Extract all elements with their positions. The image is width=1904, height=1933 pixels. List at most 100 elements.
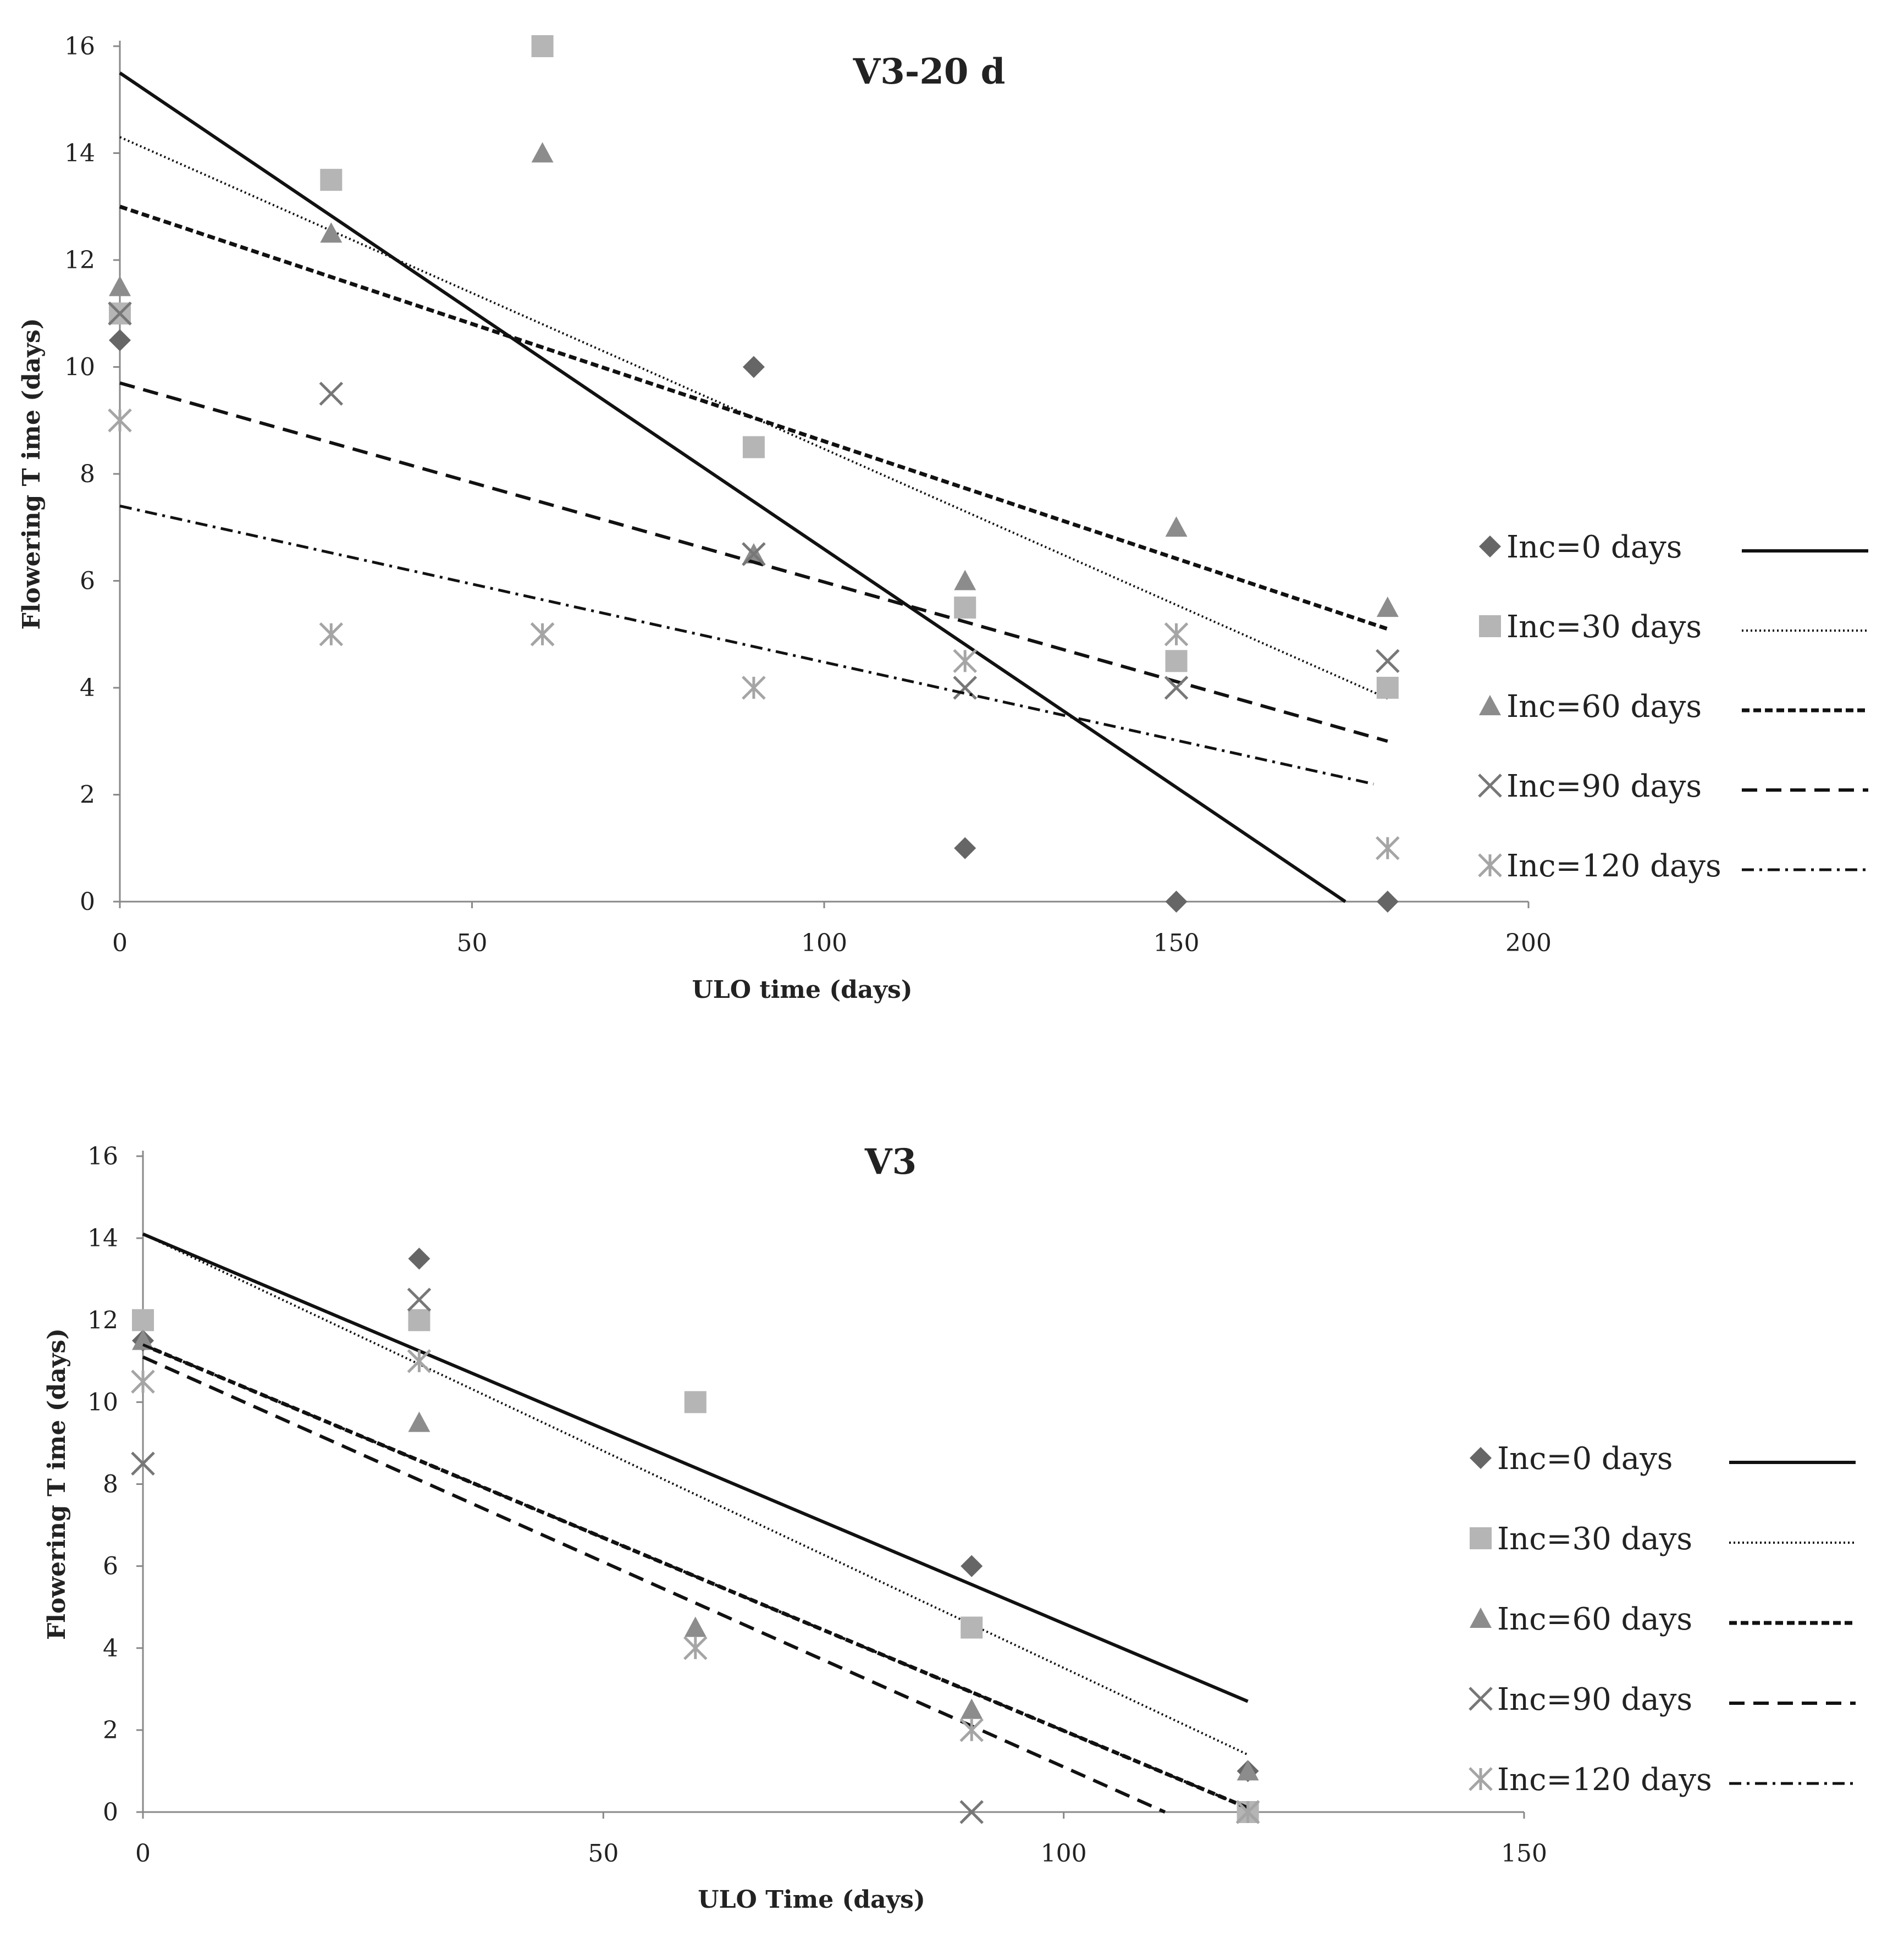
- legend-marker: [1478, 774, 1502, 798]
- data-point: [742, 436, 765, 459]
- data-point: [684, 1391, 707, 1413]
- data-point: [1164, 622, 1189, 647]
- y-tick-label: 14: [87, 1224, 118, 1252]
- legend-label: Inc=120 days: [1506, 848, 1721, 884]
- x-tick-label: 50: [588, 1840, 619, 1868]
- y-tick-label: 4: [80, 674, 95, 702]
- data-point: [531, 142, 554, 163]
- legend-marker: [1469, 1767, 1493, 1791]
- x-tick-label: 50: [457, 929, 488, 957]
- y-tick-label: 8: [103, 1471, 118, 1499]
- y-axis-label: Flowering T ime (days): [18, 318, 46, 629]
- data-point: [407, 1349, 432, 1373]
- x-tick-label: 150: [1501, 1840, 1547, 1868]
- chart-panel-2: 0 2 4 6 8 10 12 14 16 0 50 100 150 V3 ULO Time (days) F…: [43, 1141, 1856, 1914]
- data-point: [319, 622, 344, 647]
- y-tick-label: 6: [103, 1553, 118, 1581]
- series-2: [109, 35, 1399, 700]
- data-point: [320, 222, 343, 243]
- x-tick-label: 0: [135, 1840, 151, 1868]
- legend-marker: [1479, 695, 1501, 715]
- data-point: [742, 356, 765, 378]
- x-tick-label: 100: [801, 929, 847, 957]
- y-tick-label: 2: [103, 1716, 118, 1744]
- legend-label: Inc=120 days: [1497, 1762, 1712, 1798]
- data-point: [959, 1800, 984, 1824]
- data-point: [530, 622, 555, 647]
- y-tick-label: 0: [103, 1798, 118, 1826]
- data-point: [109, 275, 131, 296]
- y-tick-label: 12: [64, 246, 95, 274]
- data-point: [1235, 1800, 1260, 1824]
- trend-line: [142, 1355, 1166, 1814]
- data-point: [953, 676, 977, 700]
- y-tick-label: 10: [64, 354, 95, 382]
- y-axis-label: Flowering T ime (days): [43, 1328, 71, 1640]
- legend-marker: [1470, 1608, 1492, 1628]
- chart-panel-1: 0 2 4 6 8 10 12 14 16 0 50 100 150 200 V3-20 d ULO time…: [18, 32, 1868, 1004]
- data-point: [1376, 597, 1399, 617]
- series-1: [109, 71, 1399, 913]
- trend-line: [119, 381, 1388, 743]
- y-tick-label: 4: [103, 1634, 118, 1663]
- legend-marker: [1479, 535, 1501, 557]
- data-point: [319, 382, 344, 406]
- data-point: [408, 1411, 431, 1432]
- series-3: [109, 142, 1399, 631]
- x-tick-label: 200: [1505, 929, 1552, 957]
- data-point: [954, 837, 976, 859]
- y-tick-label: 6: [80, 567, 95, 595]
- data-point: [408, 1247, 431, 1270]
- x-tick-label: 100: [1041, 1840, 1087, 1868]
- series-5: [108, 408, 1400, 860]
- legend-label: Inc=0 days: [1506, 529, 1682, 565]
- data-point: [742, 676, 766, 700]
- legend-label: Inc=90 days: [1506, 769, 1702, 804]
- legend-marker: [1470, 1527, 1492, 1549]
- data-point: [1376, 677, 1399, 699]
- data-point: [132, 1309, 154, 1332]
- x-tick-label: 150: [1154, 929, 1200, 957]
- data-point: [1165, 891, 1188, 913]
- data-point: [108, 408, 132, 433]
- series-1: [132, 1232, 1259, 1782]
- legend-marker: [1479, 615, 1501, 637]
- y-tick-label: 8: [80, 460, 95, 488]
- data-point: [953, 649, 977, 673]
- data-point: [683, 1636, 708, 1660]
- series-5: [131, 1343, 1260, 1824]
- data-point: [1164, 676, 1189, 700]
- data-point: [131, 1451, 155, 1476]
- y-tick-label: 16: [87, 1142, 118, 1170]
- trend-line: [142, 1343, 1249, 1809]
- data-point: [961, 1555, 983, 1577]
- data-point: [408, 1309, 431, 1332]
- x-axis-label: ULO Time (days): [698, 1886, 925, 1914]
- data-point: [684, 1616, 707, 1637]
- data-point: [954, 570, 976, 590]
- data-point: [108, 301, 132, 326]
- x-tick-label: 0: [112, 929, 128, 957]
- data-point: [531, 35, 554, 57]
- data-point: [1376, 836, 1400, 860]
- data-point: [132, 1329, 154, 1350]
- data-point: [1376, 891, 1399, 913]
- data-point: [1165, 516, 1188, 537]
- data-point: [961, 1616, 983, 1639]
- y-tick-label: 12: [87, 1306, 118, 1334]
- legend-label: Inc=90 days: [1497, 1682, 1692, 1717]
- legend-label: Inc=60 days: [1497, 1601, 1692, 1637]
- legend-label: Inc=0 days: [1497, 1441, 1673, 1477]
- data-point: [961, 1698, 983, 1719]
- data-point: [954, 597, 976, 619]
- series-4: [108, 301, 1400, 743]
- legend-label: Inc=30 days: [1506, 609, 1702, 645]
- data-point: [1237, 1760, 1259, 1781]
- series-2: [132, 1233, 1259, 1823]
- data-point: [1376, 649, 1400, 673]
- trend-line: [119, 71, 1346, 903]
- trend-line: [142, 1232, 1249, 1703]
- data-point: [109, 329, 131, 351]
- legend-label: Inc=60 days: [1506, 689, 1702, 725]
